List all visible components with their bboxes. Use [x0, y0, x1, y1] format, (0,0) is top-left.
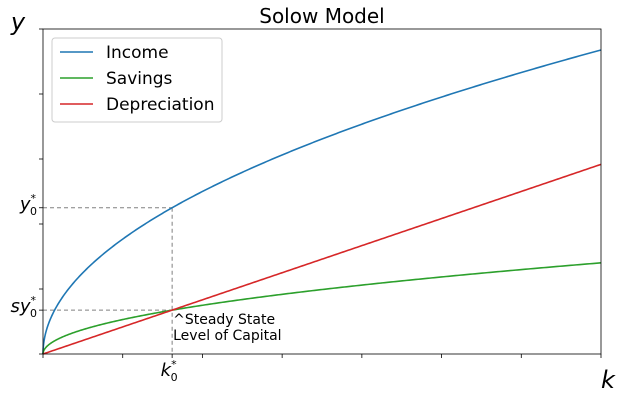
steady-state-guides: [43, 207, 173, 354]
series-layer: [42, 49, 602, 355]
legend-label-savings: Savings: [106, 69, 173, 89]
legend-box: [51, 37, 223, 123]
x-axis-label: k: [601, 366, 616, 394]
y-tick-label-steady-output: y* 0: [19, 192, 37, 218]
chart-title: Solow Model: [259, 4, 385, 28]
legend-items: Income Savings Depreciation: [60, 43, 214, 115]
series-line-depreciation: [42, 163, 602, 355]
y-axis-label: y: [10, 8, 26, 36]
x-tick-label-steady-capital: k* 0: [161, 358, 178, 384]
annotation-line-1: ^Steady State: [173, 312, 275, 328]
series-line-income: [42, 49, 602, 354]
legend: Income Savings Depreciation: [51, 37, 223, 123]
steady-state-labels: k* 0 y* 0 sy* 0: [10, 192, 177, 384]
steady-state-annotation: ^Steady State Level of Capital: [173, 312, 281, 344]
annotation-line-2: Level of Capital: [173, 328, 281, 344]
legend-label-depreciation: Depreciation: [106, 95, 214, 115]
y-tick-label-steady-savings: sy* 0: [10, 294, 37, 320]
axis-ticks: [39, 28, 602, 358]
legend-label-income: Income: [106, 43, 169, 63]
plot-frame: [42, 28, 602, 355]
series-line-savings: [42, 262, 602, 354]
